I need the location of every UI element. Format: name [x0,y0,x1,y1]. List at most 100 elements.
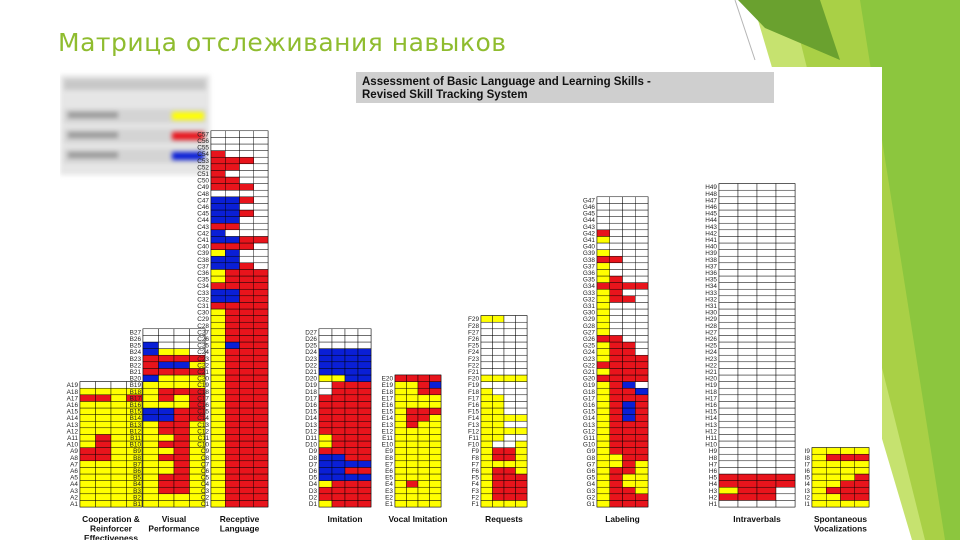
cell-E10-1 [394,440,407,448]
cell-C31-3 [239,302,254,310]
cell-C48-4 [253,189,269,198]
cell-G35-3 [622,275,636,283]
cell-C36-1 [210,269,226,277]
cell-H25-3 [756,341,777,349]
cell-A15-2 [95,407,112,415]
cell-A7-3 [110,460,127,468]
cell-C22-1 [210,361,226,369]
cell-D6-4 [357,467,372,475]
cell-C23-3 [239,354,254,363]
row-label-B1: B1 [133,501,141,508]
row-label-H21: H21 [705,369,717,376]
cell-C2-2 [225,493,240,501]
cell-G47-3 [622,196,636,204]
cell-H30-3 [756,308,777,316]
cell-G6-3 [622,467,636,475]
cell-H33-2 [737,288,758,297]
cell-E10-2 [406,440,419,448]
cell-G18-4 [635,387,649,396]
cell-H47-1 [718,196,739,204]
cell-C51-2 [225,170,240,178]
row-label-B5: B5 [133,475,141,482]
row-label-D2: D2 [309,494,318,501]
cell-H45-3 [756,209,777,217]
cell-C4-3 [239,480,254,488]
cell-C16-3 [239,401,254,409]
cell-C30-3 [239,308,254,316]
row-label-B12: B12 [130,428,142,435]
cell-C43-4 [253,222,269,231]
cell-C36-2 [225,269,240,277]
cell-B5-2 [158,473,175,481]
cell-H46-1 [718,203,739,211]
cell-H48-3 [756,189,777,198]
cell-G35-4 [635,275,649,283]
cell-B24-3 [173,348,190,356]
cell-G34-4 [635,282,649,290]
cell-H13-1 [718,420,739,429]
cell-G24-4 [635,348,649,356]
row-label-C30: C30 [197,310,209,317]
cell-H24-1 [718,348,739,356]
cell-G9-3 [622,447,636,455]
cell-E2-2 [406,493,419,501]
cell-B2-3 [173,493,190,501]
cell-H33-3 [756,288,777,297]
row-label-C34: C34 [197,283,209,290]
cell-B12-3 [173,427,190,435]
cell-I9-2 [826,447,841,455]
cell-C5-1 [210,473,226,481]
cell-G2-2 [609,493,623,501]
row-label-H45: H45 [705,211,717,218]
cell-E3-2 [406,486,419,495]
cell-I4-1 [811,480,827,488]
cell-H9-1 [718,447,739,455]
row-label-E10: E10 [382,442,394,449]
row-label-D19: D19 [305,382,317,389]
cell-G41-1 [596,236,610,244]
cell-C22-2 [225,361,240,369]
row-label-A6: A6 [70,468,78,475]
row-label-B21: B21 [130,369,142,376]
cell-B8-2 [158,453,175,462]
cell-G16-4 [635,401,649,409]
cell-H19-1 [718,381,739,389]
cell-E13-3 [417,420,430,429]
cell-B25-2 [158,341,175,349]
row-label-D24: D24 [305,349,317,356]
cell-G26-1 [596,335,610,343]
row-label-C15: C15 [197,409,209,416]
cell-G47-4 [635,196,649,204]
cell-H23-4 [775,354,796,363]
cell-H12-3 [756,427,777,435]
cell-H9-2 [737,447,758,455]
cell-C23-1 [210,354,226,363]
cell-G28-2 [609,321,623,330]
cell-C48-1 [210,189,226,198]
cell-C51-1 [210,170,226,178]
cell-C15-1 [210,407,226,415]
cell-D9-2 [331,447,346,455]
cell-B26-1 [142,335,159,343]
cell-D4-3 [344,480,359,488]
cell-C27-3 [239,328,254,336]
cell-G27-4 [635,328,649,336]
cell-F29-1 [480,315,493,323]
row-label-C13: C13 [197,422,209,429]
cell-I1-1 [811,500,827,508]
cell-B4-1 [142,480,159,488]
row-label-H20: H20 [705,376,717,383]
cell-C3-4 [253,486,269,495]
row-label-G1: G1 [586,501,595,508]
cell-G10-3 [622,440,636,448]
cell-B8-1 [142,453,159,462]
cell-H35-1 [718,275,739,283]
cell-G22-1 [596,361,610,369]
cell-A14-1 [79,414,96,422]
cell-C30-4 [253,308,269,316]
row-label-F23: F23 [468,356,479,363]
cell-G34-3 [622,282,636,290]
cell-C57-1 [210,130,226,138]
cell-A9-1 [79,447,96,455]
row-label-G9: G9 [586,448,595,455]
